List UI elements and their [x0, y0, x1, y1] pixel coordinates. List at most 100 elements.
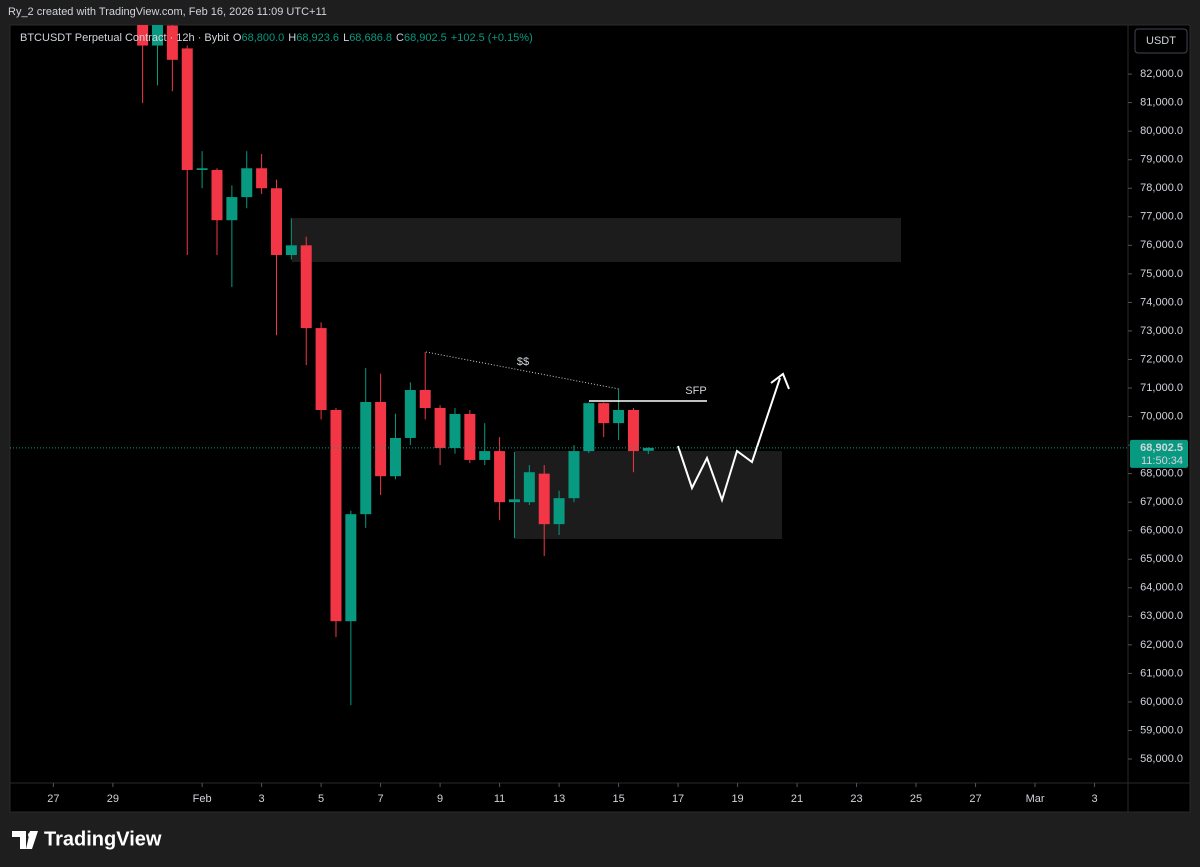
y-tick-label: 73,000.0 [1140, 325, 1183, 337]
candle-body [434, 407, 446, 448]
candle-body [360, 402, 372, 515]
candle-body [553, 498, 565, 525]
y-tick-label: 72,000.0 [1140, 353, 1183, 365]
x-tick-label: 29 [107, 793, 119, 805]
supply-zone [292, 218, 901, 262]
y-tick-label: 81,000.0 [1140, 97, 1183, 109]
candle-body [523, 472, 535, 503]
x-tick-label: 27 [969, 793, 981, 805]
x-tick-label: 11 [494, 793, 505, 805]
projection-path [677, 377, 781, 504]
candle-body [598, 403, 610, 424]
x-tick-label: 3 [1091, 793, 1097, 805]
legend-symbol: BTCUSDT Perpetual Contract · 12h · Bybit [20, 32, 229, 44]
countdown-label: 11:50:34 [1141, 455, 1183, 467]
x-tick-label: Mar [1026, 793, 1045, 805]
x-tick-label: 23 [850, 793, 862, 805]
x-tick-label: 21 [791, 793, 803, 805]
x-tick-label: 13 [553, 793, 565, 805]
y-tick-label: 79,000.0 [1140, 154, 1183, 166]
drawings: $$ SFP [425, 351, 790, 504]
legend-field-label: C [396, 32, 404, 44]
currency-button[interactable] [1134, 28, 1188, 54]
y-tick-label: 63,000.0 [1140, 610, 1183, 622]
candle-body [538, 473, 550, 525]
y-tick-label: 70,000.0 [1140, 410, 1183, 422]
x-tick-label: Feb [193, 793, 212, 805]
candle-body [464, 413, 476, 460]
annotation: $$ [517, 356, 529, 368]
x-tick-label: 27 [47, 793, 59, 805]
y-tick-label: 82,000.0 [1140, 68, 1183, 80]
candle-body [137, 25, 149, 46]
brand-name: TradingView [44, 828, 162, 850]
legend-field-value: 68,923.6 [296, 32, 339, 44]
candle-body [627, 409, 639, 452]
y-tick-label: 60,000.0 [1140, 696, 1183, 708]
candle-body [270, 188, 282, 256]
candle-body [330, 409, 342, 622]
x-tick-label: 3 [259, 793, 265, 805]
y-tick-label: 76,000.0 [1140, 239, 1183, 251]
y-tick-label: 77,000.0 [1140, 211, 1183, 223]
candle-body [389, 437, 401, 477]
legend-field-label: H [288, 32, 296, 44]
y-tick-label: 65,000.0 [1140, 553, 1183, 565]
candle-body [449, 413, 461, 448]
y-tick-label: 75,000.0 [1140, 268, 1183, 280]
candle-body [404, 390, 416, 438]
x-tick-label: 19 [731, 793, 743, 805]
candle-body [211, 169, 223, 221]
demand-zone [515, 451, 782, 539]
candle-body [196, 168, 208, 170]
candle-body [642, 447, 654, 451]
y-tick-label: 64,000.0 [1140, 582, 1183, 594]
y-tick-label: 61,000.0 [1140, 667, 1183, 679]
y-tick-label: 62,000.0 [1140, 639, 1183, 651]
candle-body [166, 25, 178, 60]
candle-body [583, 403, 595, 452]
y-tick-label: 66,000.0 [1140, 525, 1183, 537]
annotation: SFP [685, 385, 706, 397]
candle-body [613, 409, 625, 424]
candle-body [241, 168, 253, 198]
legend-field-value: 68,686.8 [349, 32, 392, 44]
projection-arrowhead [770, 372, 790, 390]
y-tick-label: 67,000.0 [1140, 496, 1183, 508]
y-tick-label: 71,000.0 [1140, 382, 1183, 394]
y-tick-label: 74,000.0 [1140, 296, 1183, 308]
y-tick-label: 68,000.0 [1140, 468, 1183, 480]
candle-body [226, 197, 238, 221]
y-tick-label: 78,000.0 [1140, 182, 1183, 194]
last-price-label: 68,902.5 [1140, 442, 1183, 454]
candle-body [508, 499, 520, 503]
candle-body [151, 25, 163, 46]
candle-body [494, 451, 506, 503]
candle-body [419, 390, 431, 408]
legend-field-label: O [233, 32, 242, 44]
brand-logo-dot [28, 832, 34, 838]
x-tick-label: 9 [437, 793, 443, 805]
candle-body [568, 451, 580, 499]
x-tick-label: 17 [672, 793, 684, 805]
candle-body [345, 514, 357, 622]
x-tick-label: 25 [910, 793, 922, 805]
legend-change: +102.5 (+0.15%) [451, 32, 533, 44]
candle-body [300, 245, 312, 329]
y-tick-label: 58,000.0 [1140, 753, 1183, 765]
candle-body [375, 402, 387, 477]
y-tick-label: 59,000.0 [1140, 724, 1183, 736]
candle-body [285, 245, 297, 256]
caption: Ry_2 created with TradingView.com, Feb 1… [8, 6, 327, 18]
x-tick-label: 7 [378, 793, 384, 805]
legend-field-label: L [343, 32, 349, 44]
currency-label[interactable]: USDT [1146, 35, 1176, 47]
candle-body [315, 328, 327, 410]
brand: TradingView [12, 828, 162, 850]
legend-field-value: 68,902.5 [404, 32, 447, 44]
plot [137, 25, 901, 706]
x-tick-label: 15 [612, 793, 624, 805]
x-tick-label: 5 [318, 793, 324, 805]
